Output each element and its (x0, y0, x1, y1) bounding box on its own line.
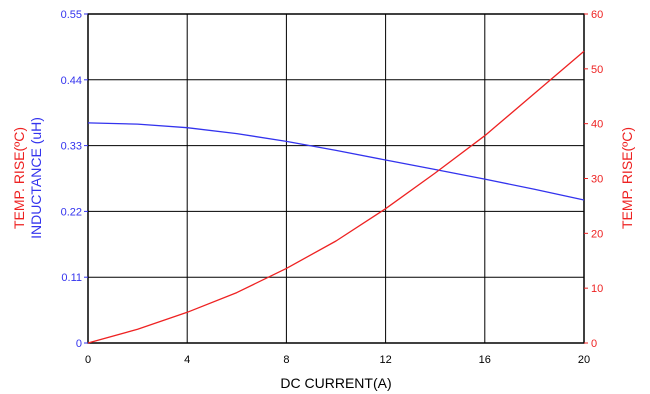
right-axis-title-temp: TEMP. RISE(ºC) (619, 127, 635, 229)
plot-frame (87, 13, 585, 344)
left-tick-label: 0.33 (61, 141, 82, 153)
left-tick-label: 0 (76, 338, 82, 350)
right-tick-label: 10 (591, 283, 603, 295)
inductance-line (87, 122, 585, 201)
x-tick-label: 0 (85, 354, 91, 366)
right-axis: 0 10 20 30 40 50 60 (584, 9, 603, 350)
left-tick-label: 0.22 (61, 206, 82, 218)
x-tick-label: 20 (578, 354, 590, 366)
left-axis-title-temp: TEMP. RISE(ºC) (11, 127, 27, 229)
grid-lines (87, 13, 585, 344)
temperature-rise-line (87, 50, 585, 344)
right-tick-label: 40 (591, 119, 603, 131)
left-tick-label: 0.44 (61, 75, 82, 87)
left-axis: 0 0.11 0.22 0.33 0.44 0.55 (61, 9, 88, 350)
right-tick-label: 60 (591, 9, 603, 21)
x-tick-label: 12 (379, 354, 391, 366)
left-axis-title-inductance: INDUCTANCE (uH) (28, 117, 44, 239)
right-tick-label: 0 (591, 338, 597, 350)
x-tick-label: 8 (283, 354, 289, 366)
right-tick-label: 50 (591, 64, 603, 76)
series-lines (87, 50, 585, 344)
x-axis-title: DC CURRENT(A) (280, 375, 391, 391)
right-tick-label: 30 (591, 174, 603, 186)
left-tick-label: 0.11 (61, 272, 82, 284)
x-axis: 0 4 8 12 16 20 (85, 354, 590, 366)
left-tick-label: 0.55 (61, 9, 82, 21)
x-tick-label: 4 (184, 354, 190, 366)
x-tick-label: 16 (479, 354, 491, 366)
right-tick-label: 20 (591, 228, 603, 240)
